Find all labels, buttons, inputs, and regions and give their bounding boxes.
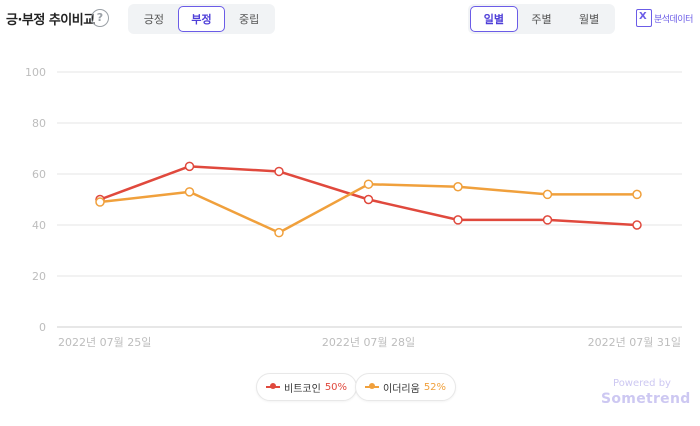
chart-series — [95, 161, 642, 238]
chart-grid — [57, 71, 682, 328]
data-point[interactable] — [363, 179, 374, 189]
y-tick-label: 40 — [32, 219, 46, 232]
legend-percent: 50% — [324, 381, 348, 393]
data-point[interactable] — [274, 227, 284, 238]
legend-item-bitcoin[interactable]: 비트코인 50% — [256, 373, 358, 401]
x-tick-label: 2022년 07월 31일 — [588, 335, 681, 349]
data-point[interactable] — [184, 161, 195, 172]
data-point[interactable] — [453, 182, 463, 192]
x-tick-label: 2022년 07월 28일 — [322, 335, 415, 349]
sentiment-toggle: 긍정 부정 중립 — [128, 4, 275, 34]
tab-daily[interactable]: 일별 — [470, 6, 518, 32]
data-point[interactable] — [542, 189, 553, 200]
legend-swatch — [365, 383, 379, 391]
y-tick-label: 0 — [39, 321, 46, 334]
data-point[interactable] — [542, 215, 553, 225]
data-point[interactable] — [95, 197, 105, 207]
y-axis-ticks: 0 20 40 60 80 100 — [25, 66, 46, 334]
y-tick-label: 80 — [32, 117, 46, 130]
y-tick-label: 60 — [32, 168, 46, 181]
legend-swatch — [266, 383, 280, 391]
tab-weekly[interactable]: 주별 — [531, 13, 552, 26]
data-point[interactable] — [453, 215, 463, 225]
chart-header: 긍·부정 추이비교 ? 긍정 부정 중립 일별 주별 월별 분석데이터 — [0, 0, 700, 40]
brand-logo: Sometrend — [601, 391, 691, 407]
data-point[interactable] — [184, 187, 195, 197]
period-toggle: 일별 주별 월별 — [468, 4, 615, 34]
legend-item-ethereum[interactable]: 이더리움 52% — [355, 373, 457, 401]
chart-legend: 비트코인 50% 이더리움 52% — [0, 373, 700, 403]
data-point[interactable] — [363, 194, 374, 205]
tab-monthly[interactable]: 월별 — [579, 13, 600, 26]
powered-by-label: Powered by — [613, 378, 671, 389]
data-point[interactable] — [632, 189, 642, 200]
tab-negative[interactable]: 부정 — [177, 6, 226, 32]
export-data-button[interactable]: 분석데이터 — [636, 9, 693, 27]
legend-label: 이더리움 — [383, 383, 420, 395]
data-point[interactable] — [632, 220, 642, 230]
x-axis-ticks: 2022년 07월 25일 2022년 07월 28일 2022년 07월 31일 — [58, 335, 681, 349]
x-tick-label: 2022년 07월 25일 — [58, 335, 151, 349]
question-icon[interactable]: ? — [91, 9, 109, 27]
data-point[interactable] — [274, 166, 284, 177]
excel-icon — [636, 9, 652, 27]
tab-positive[interactable]: 긍정 — [143, 13, 164, 26]
legend-label: 비트코인 — [284, 383, 321, 395]
export-label: 분석데이터 — [654, 14, 693, 25]
tab-neutral[interactable]: 중립 — [239, 13, 260, 26]
y-tick-label: 100 — [25, 66, 46, 79]
y-tick-label: 20 — [32, 270, 46, 283]
page-title: 긍·부정 추이비교 — [6, 13, 95, 28]
legend-percent: 52% — [423, 381, 447, 393]
